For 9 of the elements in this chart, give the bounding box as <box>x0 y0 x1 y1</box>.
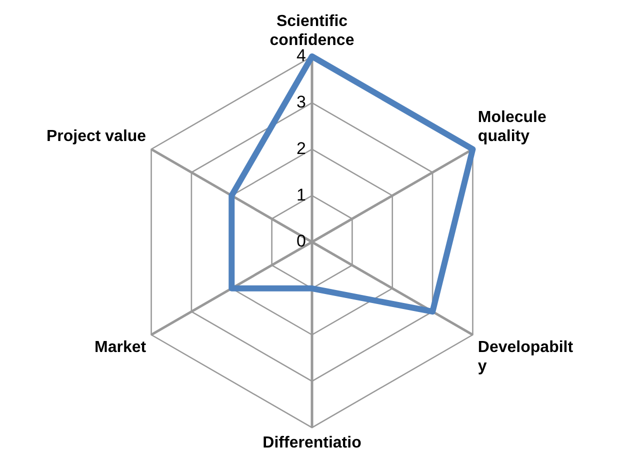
spoke-label: Market <box>94 338 147 356</box>
spoke-label: Molecule quality <box>478 108 546 146</box>
y-tick-label: 0 <box>296 232 306 251</box>
spoke-label: Project value <box>46 128 146 146</box>
y-tick-label: 3 <box>296 92 306 112</box>
y-tick-label: 1 <box>296 185 306 204</box>
y-tick-label: 2 <box>296 138 306 158</box>
spoke-label: Differentiatio <box>262 434 362 452</box>
spoke-label: Developabilt y <box>478 338 574 376</box>
